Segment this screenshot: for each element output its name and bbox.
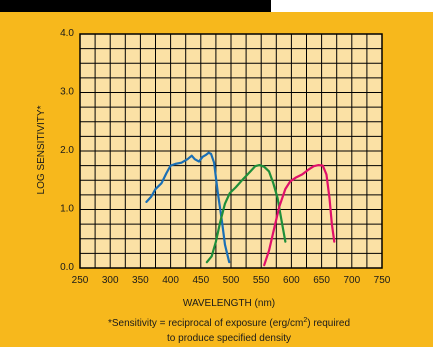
footnote-line-1: *Sensitivity = reciprocal of exposure (e… (108, 317, 350, 329)
x-tick-label: 750 (374, 275, 391, 286)
footnote-superscript: 2 (303, 317, 307, 324)
x-tick-label: 700 (343, 275, 360, 286)
x-axis-title: WAVELENGTH (nm) (183, 298, 275, 309)
y-tick-labels: 0.0 1.0 2.0 3.0 4.0 (60, 28, 74, 273)
corner-bar (0, 0, 271, 12)
footnote-prefix: *Sensitivity = reciprocal of exposure (e… (108, 318, 303, 329)
x-tick-label: 250 (72, 275, 89, 286)
plot-frame (79, 33, 383, 269)
x-tick-label: 300 (102, 275, 119, 286)
x-tick-label: 500 (223, 275, 240, 286)
y-tick-label: 0.0 (60, 262, 74, 273)
x-tick-labels: 250 300 350 400 450 500 550 600 650 700 750 (72, 275, 391, 286)
series-line-1 (145, 151, 231, 264)
series-line-3 (263, 163, 336, 267)
series-line-2 (205, 163, 287, 264)
x-tick-label: 650 (313, 275, 330, 286)
x-tick-label: 600 (283, 275, 300, 286)
x-tick-label: 550 (253, 275, 270, 286)
series-layer (145, 151, 336, 267)
y-tick-label: 2.0 (60, 145, 74, 156)
y-tick-label: 3.0 (60, 87, 74, 98)
x-tick-label: 350 (132, 275, 149, 286)
x-tick-label: 400 (162, 275, 179, 286)
footnote-line-2: to produce specified density (167, 333, 291, 344)
y-tick-label: 4.0 (60, 28, 74, 39)
y-tick-label: 1.0 (60, 204, 74, 215)
footnote-suffix: ) required (307, 318, 350, 329)
x-tick-label: 450 (192, 275, 209, 286)
y-axis-title: LOG SENSITIVITY* (36, 105, 47, 194)
